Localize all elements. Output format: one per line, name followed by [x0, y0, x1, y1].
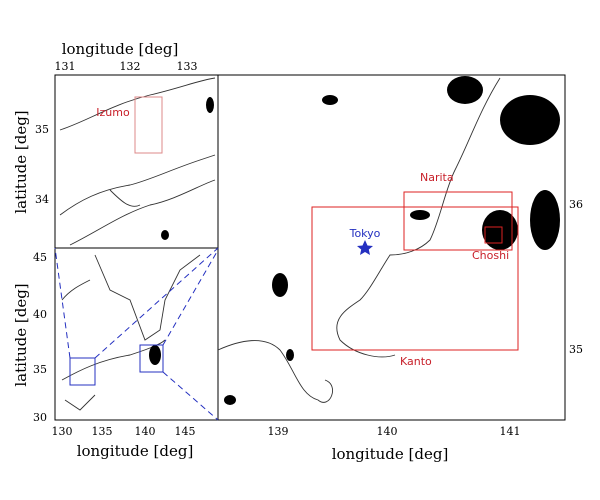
x-tick-label: 135 [92, 425, 113, 438]
site-label: Izumo [96, 106, 130, 119]
tokyo-star [357, 240, 373, 255]
x-tick-label: 139 [268, 425, 289, 438]
x-tick-label: 130 [52, 425, 73, 438]
y-tick-label: 34 [35, 193, 49, 206]
kanto-box [311, 206, 519, 351]
izumo-box [134, 96, 163, 154]
y-tick-label: 45 [33, 251, 47, 264]
y-tick-label: 35 [569, 343, 583, 356]
y-tick-label: 35 [33, 363, 47, 376]
coastline [217, 77, 501, 403]
top-left-frame [54, 74, 219, 249]
kanto-region-box [139, 344, 164, 373]
y-tick-label: 36 [569, 198, 583, 211]
choshi-box [484, 226, 503, 244]
right-frame [217, 74, 566, 421]
izumo-region-box [69, 357, 96, 386]
narita-box [403, 191, 513, 251]
x-tick-label: 140 [377, 425, 398, 438]
y-tick-label: 35 [35, 123, 49, 136]
x-tick-label: 132 [120, 60, 141, 73]
zoom-lines [54, 247, 219, 421]
x-tick-label: 141 [500, 425, 521, 438]
y-axis-label: latitude [deg] [12, 110, 30, 213]
y-tick-label: 30 [33, 411, 47, 424]
site-label: Choshi [472, 249, 509, 262]
x-tick-label: 133 [177, 60, 198, 73]
density-clouds [149, 76, 560, 405]
site-label: Narita [420, 171, 454, 184]
x-tick-label: 140 [135, 425, 156, 438]
coastline [61, 254, 201, 411]
bottom-left-frame [54, 247, 219, 421]
y-tick-label: 40 [33, 308, 47, 321]
x-axis-label: longitude [deg] [77, 442, 194, 460]
x-axis-label: longitude [deg] [62, 40, 179, 58]
coastline [59, 77, 216, 246]
x-axis-label: longitude [deg] [332, 445, 449, 463]
site-label: Kanto [400, 355, 432, 368]
site-label: Tokyo [349, 227, 381, 240]
x-tick-label: 145 [175, 425, 196, 438]
y-axis-label: latitude [deg] [12, 283, 30, 386]
x-tick-label: 131 [55, 60, 76, 73]
